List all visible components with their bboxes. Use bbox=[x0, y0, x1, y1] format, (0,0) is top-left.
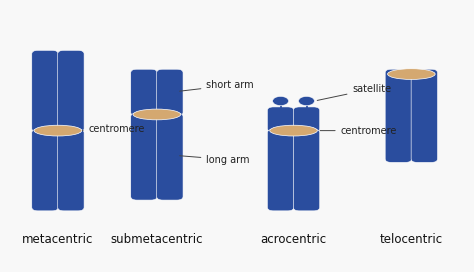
FancyBboxPatch shape bbox=[156, 69, 183, 116]
Text: satellite: satellite bbox=[317, 84, 392, 100]
FancyBboxPatch shape bbox=[58, 50, 84, 132]
FancyBboxPatch shape bbox=[267, 129, 294, 211]
Ellipse shape bbox=[270, 125, 318, 136]
FancyBboxPatch shape bbox=[385, 69, 411, 162]
FancyBboxPatch shape bbox=[131, 113, 157, 200]
Text: centromere: centromere bbox=[320, 126, 397, 136]
FancyBboxPatch shape bbox=[267, 107, 294, 132]
Text: centromere: centromere bbox=[82, 124, 145, 134]
Text: submetacentric: submetacentric bbox=[110, 233, 203, 246]
FancyBboxPatch shape bbox=[411, 69, 438, 162]
Circle shape bbox=[273, 97, 289, 106]
Ellipse shape bbox=[34, 125, 82, 136]
FancyBboxPatch shape bbox=[131, 69, 157, 116]
Circle shape bbox=[299, 97, 315, 106]
FancyBboxPatch shape bbox=[293, 129, 319, 211]
Text: short arm: short arm bbox=[180, 80, 254, 91]
Text: acrocentric: acrocentric bbox=[261, 233, 327, 246]
FancyBboxPatch shape bbox=[32, 129, 58, 211]
Ellipse shape bbox=[388, 69, 435, 79]
FancyBboxPatch shape bbox=[58, 129, 84, 211]
FancyBboxPatch shape bbox=[293, 107, 319, 132]
Text: metacentric: metacentric bbox=[22, 233, 94, 246]
FancyBboxPatch shape bbox=[156, 113, 183, 200]
FancyBboxPatch shape bbox=[32, 50, 58, 132]
Text: long arm: long arm bbox=[180, 154, 250, 165]
Ellipse shape bbox=[133, 109, 181, 120]
Text: telocentric: telocentric bbox=[380, 233, 443, 246]
